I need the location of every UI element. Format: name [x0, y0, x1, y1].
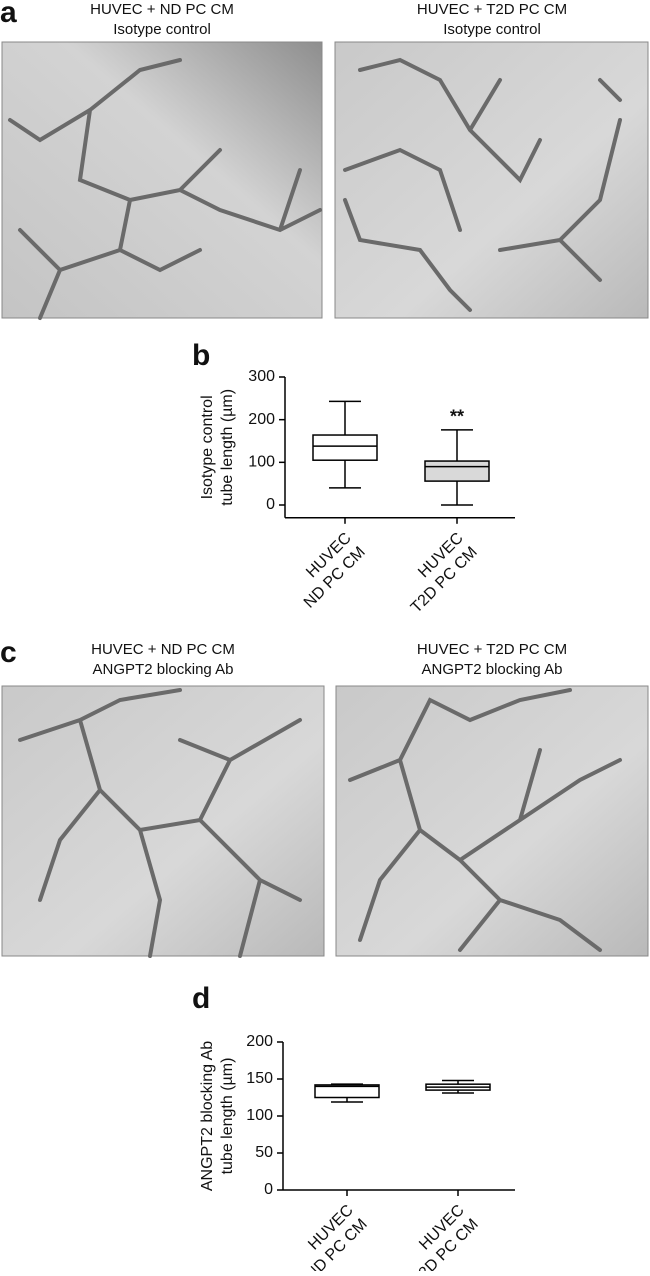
- y-tick-label: 300: [248, 368, 275, 385]
- y-tick-label: 200: [248, 411, 275, 428]
- y-tick-label: 100: [246, 1107, 273, 1124]
- panel-label: a: [0, 0, 17, 29]
- panel-label: d: [192, 982, 210, 1015]
- y-tick-label: 0: [264, 1181, 273, 1198]
- y-tick-label: 50: [255, 1144, 273, 1161]
- box: [314, 1084, 380, 1099]
- annotation: **: [450, 407, 464, 427]
- micrographs: [1, 41, 649, 958]
- y-axis-label: tube length (µm): [219, 389, 236, 506]
- image-caption: HUVEC + T2D PC CM: [417, 641, 567, 658]
- y-tick-label: 150: [246, 1070, 273, 1087]
- y-tick-label: 100: [248, 454, 275, 471]
- image-caption: HUVEC + ND PC CM: [91, 641, 235, 658]
- panel-label: c: [0, 636, 17, 669]
- y-axis-label: Isotype control: [199, 395, 216, 499]
- y-axis-label: tube length (µm): [219, 1058, 236, 1175]
- y-tick-label: 200: [246, 1033, 273, 1050]
- image-caption: HUVEC + T2D PC CM: [417, 1, 567, 18]
- image-caption: Isotype control: [443, 21, 541, 38]
- box: [312, 434, 378, 461]
- y-axis-label: ANGPT2 blocking Ab: [199, 1041, 216, 1191]
- image-caption: ANGPT2 blocking Ab: [422, 661, 563, 678]
- panel-label: b: [192, 339, 210, 372]
- box: [424, 460, 490, 482]
- image-caption: ANGPT2 blocking Ab: [93, 661, 234, 678]
- y-tick-label: 0: [266, 496, 275, 513]
- image-caption: Isotype control: [113, 21, 211, 38]
- image-caption: HUVEC + ND PC CM: [90, 1, 234, 18]
